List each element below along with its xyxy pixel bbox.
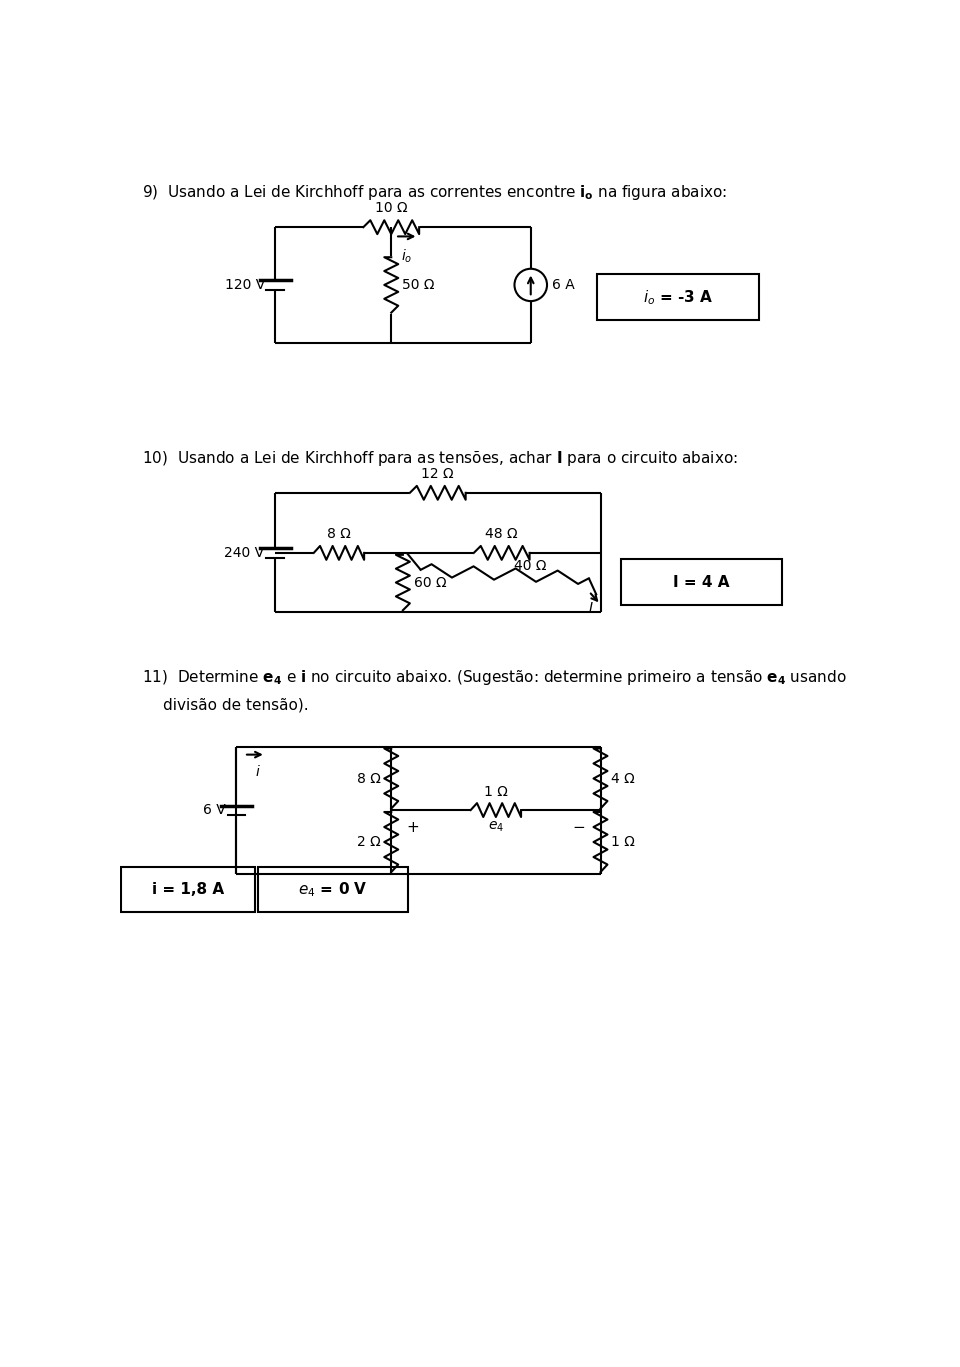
Text: 6 A: 6 A (552, 278, 574, 293)
Text: I: I (588, 601, 592, 615)
Text: divisão de tensão).: divisão de tensão). (162, 697, 308, 712)
Text: $e_4$: $e_4$ (488, 820, 504, 834)
Text: $i_o$: $i_o$ (401, 247, 413, 265)
Text: 10 Ω: 10 Ω (375, 201, 408, 215)
Text: 1 Ω: 1 Ω (612, 835, 636, 849)
Text: 12 Ω: 12 Ω (421, 466, 454, 481)
Text: 60 Ω: 60 Ω (414, 576, 446, 589)
Text: 2 Ω: 2 Ω (357, 835, 380, 849)
FancyBboxPatch shape (621, 559, 781, 606)
FancyBboxPatch shape (597, 275, 758, 320)
Text: 9)  Usando a Lei de Kirchhoff para as correntes encontre $\mathbf{i_o}$ na figur: 9) Usando a Lei de Kirchhoff para as cor… (142, 183, 727, 202)
FancyBboxPatch shape (121, 867, 254, 912)
Text: $e_4$ = 0 V: $e_4$ = 0 V (298, 880, 368, 898)
Text: i = 1,8 A: i = 1,8 A (152, 882, 224, 897)
Text: 48 Ω: 48 Ω (486, 528, 518, 541)
Text: 8 Ω: 8 Ω (356, 771, 380, 786)
Text: 10)  Usando a Lei de Kirchhoff para as tensões, achar $\mathbf{I}$ para o circui: 10) Usando a Lei de Kirchhoff para as te… (142, 448, 737, 468)
Text: 50 Ω: 50 Ω (402, 278, 435, 293)
Text: +: + (407, 819, 420, 834)
Text: I = 4 A: I = 4 A (673, 574, 730, 589)
Text: −: − (572, 819, 586, 834)
Text: 40 Ω: 40 Ω (515, 559, 546, 573)
Text: i: i (256, 766, 260, 779)
Text: 8 Ω: 8 Ω (327, 528, 350, 541)
Text: 4 Ω: 4 Ω (612, 771, 636, 786)
FancyBboxPatch shape (258, 867, 408, 912)
Text: 6 V: 6 V (203, 804, 226, 817)
Text: 11)  Determine $\mathbf{e_4}$ e $\mathbf{i}$ no circuito abaixo. (Sugestão: dete: 11) Determine $\mathbf{e_4}$ e $\mathbf{… (142, 668, 847, 688)
Text: 240 V: 240 V (224, 545, 264, 560)
Text: 120 V: 120 V (226, 278, 266, 293)
Text: 1 Ω: 1 Ω (484, 785, 508, 798)
Text: $i_o$ = -3 A: $i_o$ = -3 A (642, 288, 713, 306)
